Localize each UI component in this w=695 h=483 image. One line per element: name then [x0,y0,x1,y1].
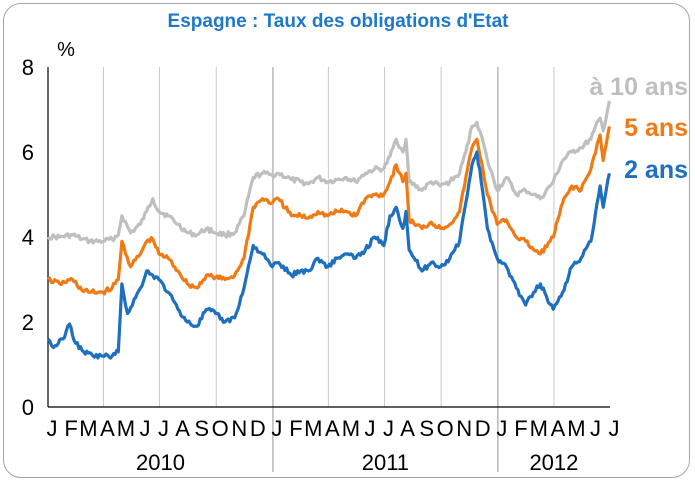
x-month-label: O [437,416,454,441]
x-month-label: F [64,416,77,441]
legend-entry: à 10 ans [589,73,688,101]
x-month-label: N [456,416,472,441]
y-tick-label: 6 [22,140,34,165]
x-month-label: J [158,416,169,441]
x-month-label: A [551,416,566,441]
x-month-label: D [475,416,491,441]
x-month-label: F [289,416,302,441]
x-month-label: M [567,416,585,441]
legend-entry: 5 ans [624,114,688,142]
y-tick-labels: 0 2 4 6 8 [22,55,34,420]
y-tick-label: 0 [22,395,34,420]
x-month-label: J [47,416,58,441]
legend-entry: 2 ans [624,156,688,184]
x-month-label: O [212,416,229,441]
x-month-label: J [364,416,375,441]
x-month-label: J [140,416,151,441]
x-month-label: J [496,416,507,441]
x-month-label: J [383,416,394,441]
x-month-label: S [419,416,434,441]
x-month-label: S [194,416,209,441]
y-tick-label: 2 [22,310,34,335]
chart-title: Espagne : Taux des obligations d'Etat [168,11,510,32]
x-month-label: M [530,416,548,441]
x-year-label: 2011 [362,450,409,475]
x-month-label: J [590,416,601,441]
x-month-label: N [231,416,247,441]
x-month-label: M [342,416,360,441]
x-year-labels: 2010 2011 2012 [136,450,578,475]
x-year-label: 2010 [136,450,185,475]
y-tick-label: 4 [22,225,34,250]
x-month-label: M [304,416,322,441]
axes [47,67,610,408]
y-tick-label: 8 [22,55,34,80]
legend: à 10 ans 5 ans 2 ans [589,73,688,184]
x-month-label: A [175,416,190,441]
x-month-label: J [271,416,282,441]
x-month-label: J [609,416,620,441]
series-lines [46,100,611,360]
x-year-label: 2012 [529,450,578,475]
x-month-label: A [400,416,415,441]
series-line-5-ans [47,126,611,296]
chart-frame [3,3,690,478]
x-month-label: A [100,416,115,441]
series-line-2-ans [46,150,611,360]
x-month-label: M [79,416,97,441]
x-month-label: A [325,416,340,441]
grid-lines [102,67,555,472]
x-month-label: D [250,416,266,441]
y-unit-label: % [57,39,75,61]
series-line-10-ans [46,100,611,245]
x-month-label: F [514,416,527,441]
x-month-label: M [117,416,135,441]
